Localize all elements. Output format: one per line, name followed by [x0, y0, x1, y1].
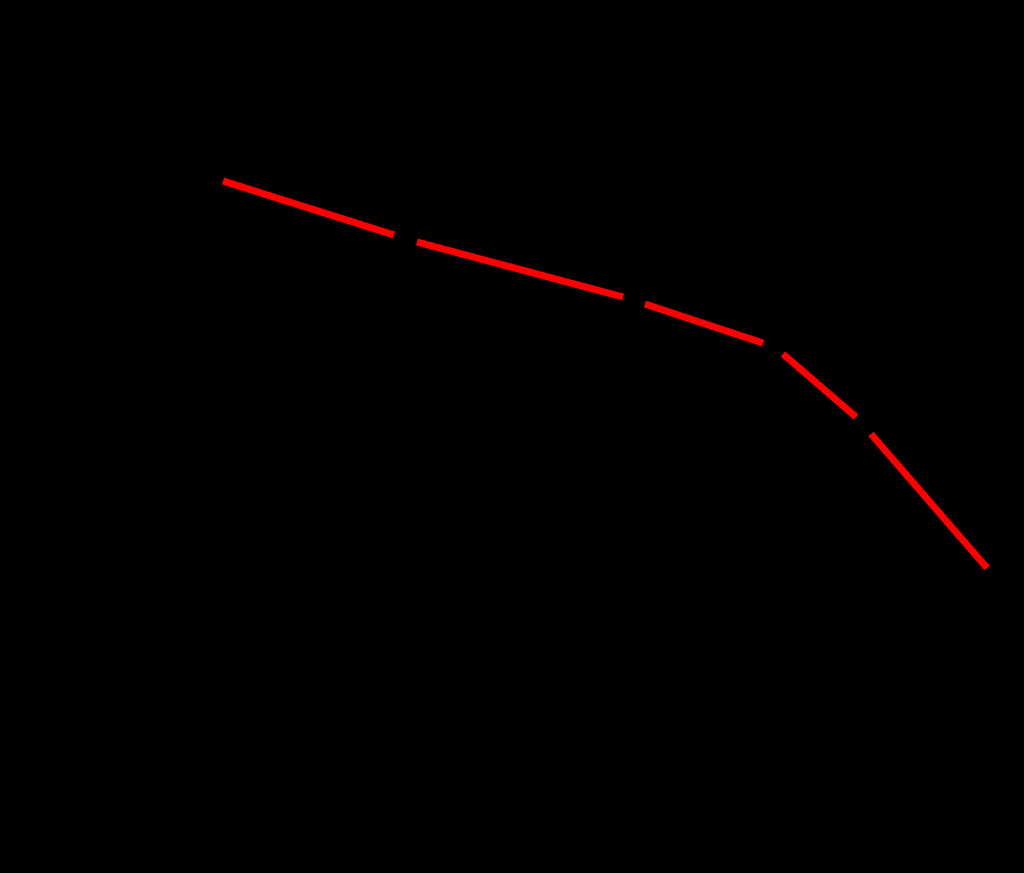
dashed-line-segment: [221, 177, 396, 239]
dashed-line-segment: [868, 431, 990, 571]
dashed-line-segment: [643, 300, 765, 347]
dashed-line-segment: [416, 238, 624, 301]
dashed-line-segment: [780, 351, 859, 420]
